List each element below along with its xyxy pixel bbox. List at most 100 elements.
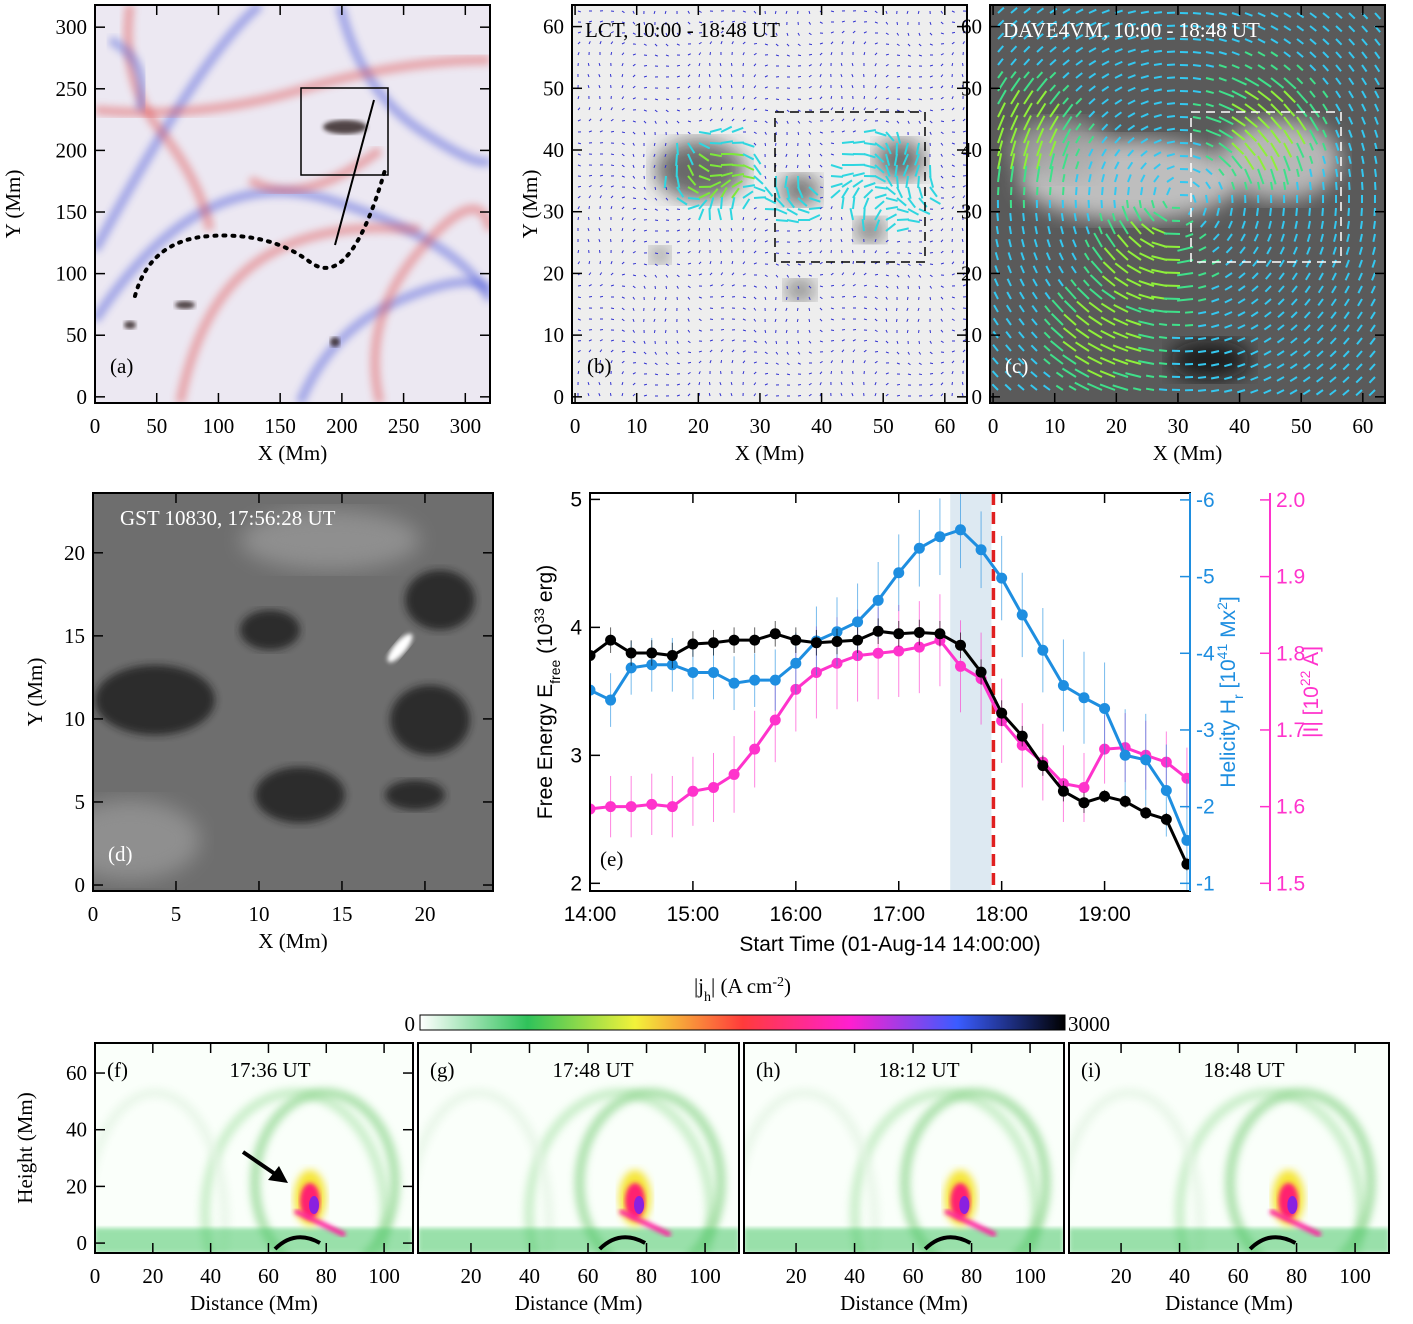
flow-arrow: [599, 349, 603, 353]
flow-arrow: [863, 318, 868, 321]
flow-arrow: [996, 212, 999, 222]
image-structure: [123, 5, 215, 231]
flow-arrow: [991, 370, 999, 378]
flow-arrow: [863, 129, 876, 133]
flow-arrow: [709, 318, 714, 321]
flow-arrow: [1264, 285, 1272, 293]
label-part: Free Energy E: [534, 684, 557, 819]
flow-arrow: [698, 350, 703, 353]
flow-arrow: [1075, 135, 1081, 144]
flow-arrow: [742, 318, 746, 321]
flow-arrow: [664, 153, 667, 157]
flow-arrow: [830, 142, 835, 145]
flow-arrow: [1050, 340, 1064, 352]
flow-arrow: [588, 174, 593, 177]
flow-arrow: [687, 21, 691, 25]
flow-arrow: [719, 382, 722, 386]
flow-arrow: [830, 189, 841, 199]
flow-arrow: [1075, 8, 1084, 14]
flow-arrow: [1061, 367, 1077, 378]
flow-arrow: [587, 381, 590, 386]
flow-arrow: [610, 164, 615, 167]
flow-arrow: [588, 284, 592, 287]
flow-arrow: [1166, 176, 1175, 183]
y-tick-label: 30: [961, 200, 982, 224]
flow-arrow: [577, 318, 581, 321]
flow-arrow: [1036, 7, 1045, 14]
flow-arrow: [863, 307, 868, 310]
flow-arrow: [654, 197, 658, 201]
flow-arrow: [786, 186, 791, 199]
flow-arrow: [1250, 350, 1259, 356]
flow-arrow: [676, 75, 680, 78]
y-tick-label: 2: [570, 872, 582, 895]
flow-arrow: [717, 208, 722, 221]
flow-arrow: [874, 350, 879, 353]
flow-arrow: [885, 285, 889, 289]
flow-arrow: [940, 250, 944, 254]
flow-arrow: [621, 63, 624, 67]
flow-arrow: [994, 252, 999, 261]
flow-arrow: [1004, 383, 1012, 391]
data-point: [913, 626, 925, 638]
flow-arrow: [1062, 8, 1071, 14]
flow-arrow: [764, 21, 767, 25]
flow-arrow: [997, 153, 1003, 170]
label-part: ): [784, 974, 791, 998]
data-point: [1037, 760, 1049, 772]
data-point: [872, 647, 884, 659]
flow-arrow: [786, 32, 789, 37]
flow-arrow: [841, 30, 845, 34]
flow-arrow: [1309, 142, 1314, 151]
flow-arrow: [698, 153, 710, 162]
flow-arrow: [1240, 233, 1246, 242]
y-tick-label: 10: [543, 323, 564, 347]
current-structure: [418, 1088, 555, 1253]
flow-arrow: [1107, 219, 1116, 235]
flow-arrow: [599, 30, 603, 34]
flow-arrow: [1019, 278, 1025, 287]
flow-arrow: [808, 382, 812, 386]
flow-arrow: [896, 394, 901, 397]
flow-arrow: [1044, 291, 1051, 300]
flow-arrow: [1086, 382, 1103, 391]
flow-arrow: [1278, 272, 1285, 281]
flow-arrow: [863, 284, 868, 287]
flow-arrow: [753, 108, 758, 111]
flow-arrow: [1197, 298, 1207, 302]
y-tick-label: 1.6: [1276, 796, 1305, 819]
flow-arrow: [819, 329, 823, 333]
flow-arrow: [1283, 38, 1292, 45]
flow-arrow: [709, 153, 722, 158]
flow-arrow: [1140, 223, 1155, 235]
flow-arrow: [885, 21, 889, 25]
y-tick-label: 40: [543, 138, 564, 162]
flow-arrow: [1101, 9, 1110, 14]
flow-arrow: [1317, 285, 1324, 294]
flow-arrow: [1345, 259, 1350, 268]
flow-arrow: [599, 20, 603, 23]
flow-arrow: [577, 249, 580, 254]
flow-arrow: [851, 393, 854, 397]
flow-arrow: [632, 120, 636, 123]
flow-arrow: [1058, 265, 1064, 274]
flow-arrow: [1197, 324, 1207, 328]
flow-arrow: [643, 362, 647, 365]
flow-arrow: [1200, 220, 1207, 228]
flow-arrow: [1211, 298, 1220, 303]
current-sheet: [1269, 1208, 1322, 1238]
flow-arrow: [775, 274, 779, 278]
x-tick-label: 10: [248, 902, 269, 926]
flow-arrow: [863, 339, 868, 342]
label-part: | (A cm: [711, 974, 772, 998]
flow-arrow: [643, 274, 647, 278]
flow-arrow: [940, 131, 944, 135]
data-point: [1140, 807, 1152, 819]
flow-arrow: [1306, 246, 1311, 255]
flow-arrow: [1075, 34, 1084, 40]
y-tick-label: 1.8: [1276, 642, 1305, 665]
flow-arrow: [687, 361, 692, 364]
flow-arrow: [997, 6, 1005, 14]
flow-arrow: [1270, 155, 1279, 172]
flow-arrow: [599, 174, 604, 177]
